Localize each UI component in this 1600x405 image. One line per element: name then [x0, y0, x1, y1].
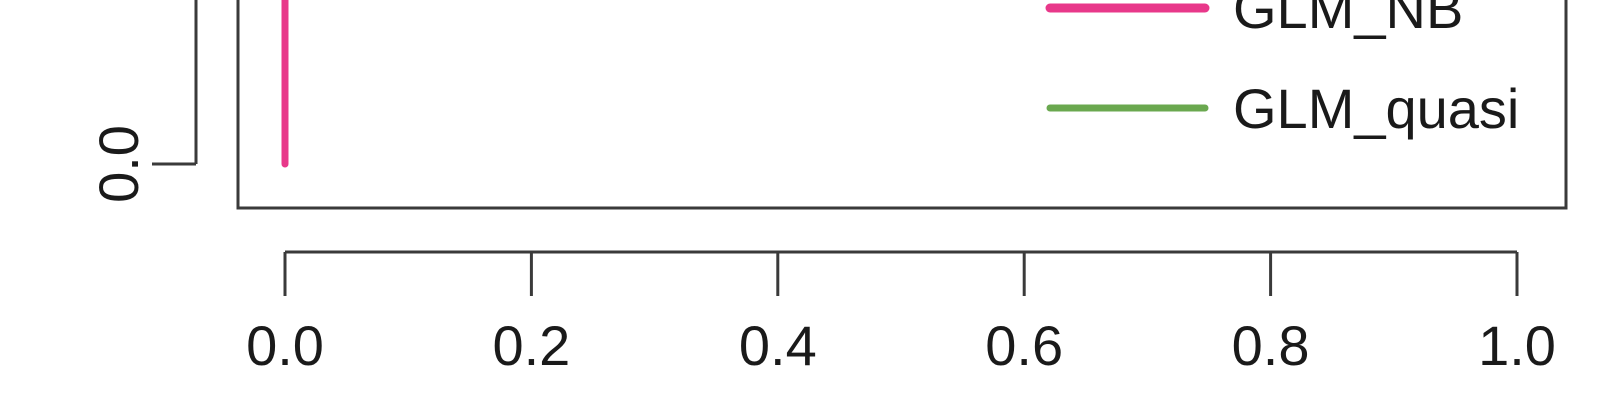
y-tick-label: 0.0 — [87, 125, 150, 203]
x-tick-label: 0.4 — [739, 314, 817, 377]
plot-frame — [236, 0, 1568, 210]
x-tick-label: 0.6 — [985, 314, 1063, 377]
x-tick-label: 0.8 — [1232, 314, 1310, 377]
x-tick-label: 0.2 — [492, 314, 570, 377]
legend-label: GLM_quasi — [1233, 77, 1519, 140]
legend-label: GLM_NB — [1233, 0, 1463, 40]
x-tick-label: 1.0 — [1478, 314, 1556, 377]
x-tick-label: 0.0 — [246, 314, 324, 377]
